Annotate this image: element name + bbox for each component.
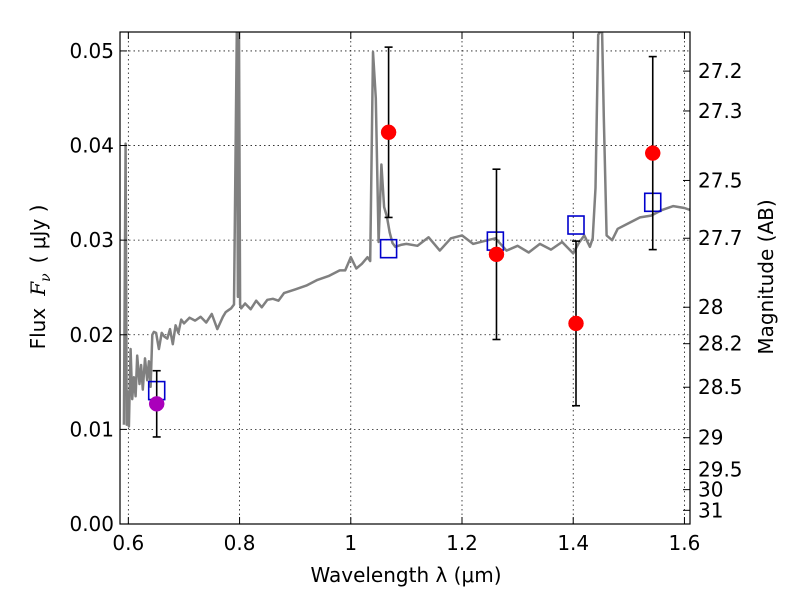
x-tick-label: 0.8 [224, 531, 256, 555]
x-tick-label: 0.6 [112, 531, 144, 555]
y-axis-label-left: Flux Fν ( μJy ) [26, 205, 54, 350]
y-tick-label-left: 0.03 [69, 228, 114, 252]
observed-flux-point [488, 246, 505, 263]
y-tick-label-right: 29.5 [698, 458, 743, 482]
y-tick-label-right: 29 [698, 426, 723, 450]
ticks: 0.6 0.8 1 1.2 1.4 1.6 0.00 0.01 0.02 0.03 0.04 0.05… [69, 32, 743, 555]
y-tick-label-left: 0.02 [69, 323, 114, 347]
y-axis-label-left-prefix: Flux [26, 308, 50, 350]
model-spectrum-line [122, 32, 690, 428]
y-tick-label-right: 30 [698, 478, 723, 502]
plot-frame [119, 31, 691, 525]
x-tick-label: 1.2 [446, 531, 478, 555]
x-axis-label: Wavelength λ (μm) [310, 563, 501, 587]
y-tick-label-right: 28.5 [698, 375, 743, 399]
y-tick-label-right: 28.2 [698, 332, 743, 356]
observed-flux-point [644, 145, 661, 161]
model-spectrum [122, 32, 690, 428]
y-tick-label-left: 0.00 [69, 512, 114, 536]
observed-flux-point [148, 396, 165, 412]
x-tick-label: 1 [344, 531, 357, 555]
x-tick-label: 1.4 [557, 531, 589, 555]
observed-flux-point [568, 315, 584, 332]
y-axis-label-left-sub: ν [38, 273, 54, 282]
y-axis-label-left-unit: ( μJy ) [26, 205, 50, 264]
data-markers [147, 46, 662, 438]
x-tick-label: 1.6 [669, 531, 701, 555]
y-tick-label-left: 0.05 [69, 39, 114, 63]
y-tick-label-right: 27.5 [698, 168, 743, 192]
y-tick-label-right: 27.7 [698, 226, 743, 250]
y-tick-label-right: 27.3 [698, 99, 743, 123]
model-flux-square [567, 215, 585, 235]
observed-flux-point [380, 124, 397, 141]
y-tick-label-left: 0.01 [69, 417, 114, 441]
y-axis-label-right: Magnitude (AB) [754, 199, 778, 354]
y-tick-label-right: 28 [698, 295, 723, 319]
y-axis-label-left-symbol: F [26, 281, 50, 297]
y-tick-label-right: 31 [698, 498, 723, 522]
model-flux-square [379, 238, 398, 259]
y-tick-label-left: 0.04 [69, 134, 114, 158]
y-tick-label-right: 27.2 [698, 59, 743, 83]
